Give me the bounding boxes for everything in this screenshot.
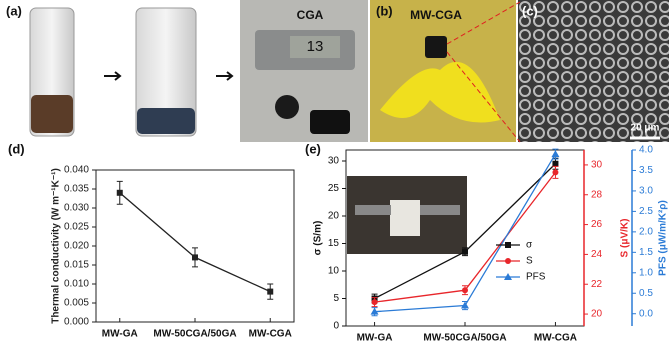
y-tick-label: 22 xyxy=(591,279,603,290)
marker xyxy=(552,160,559,167)
marker xyxy=(267,288,274,295)
y-tick-label: 28 xyxy=(591,189,603,200)
y-tick-label: 0.020 xyxy=(64,241,89,252)
y-tick-label: 1.0 xyxy=(639,267,653,278)
legend-label: S xyxy=(526,256,533,267)
marker xyxy=(551,150,560,158)
y-tick-label: 0.015 xyxy=(64,260,89,271)
y-tick-label: 0.0 xyxy=(639,308,653,319)
marker xyxy=(552,169,559,176)
y-tick-label: 0.030 xyxy=(64,203,89,214)
y-tick-label: 0.040 xyxy=(64,165,89,176)
y-tick-label: 0.025 xyxy=(64,222,89,233)
y-tick-label: 30 xyxy=(591,160,603,171)
legend-label: PFS xyxy=(526,272,546,283)
photo-a: (a) 13 CGA xyxy=(0,0,368,142)
y-tick-label: 0.035 xyxy=(64,184,89,195)
marker xyxy=(462,287,468,294)
series-line xyxy=(119,192,271,293)
axis-label: Thermal conductivity (W m⁻¹K⁻¹) xyxy=(51,168,62,324)
x-tick-label: MW-50CGA/50GA xyxy=(153,329,236,340)
panel-label: (b) xyxy=(376,3,393,18)
plot-frame xyxy=(95,169,295,323)
marker xyxy=(462,248,468,255)
y-tick-label: 30 xyxy=(328,156,340,167)
axis-label: S (μV/K) xyxy=(620,219,631,258)
marker xyxy=(505,258,511,264)
y-tick-label: 20 xyxy=(328,211,340,222)
axis-label: σ (S/m) xyxy=(313,221,324,256)
marker xyxy=(192,254,198,261)
x-tick-label: MW-CGA xyxy=(534,333,577,344)
photo-c: (c) 20 μm xyxy=(518,0,669,142)
inset-photo xyxy=(347,176,467,254)
marker xyxy=(371,299,378,306)
y-tick-label: 3.5 xyxy=(639,165,653,176)
photo-label: MW-CGA xyxy=(410,8,462,22)
panel-label: (d) xyxy=(8,141,25,156)
y-tick-label: 26 xyxy=(591,219,603,230)
y-tick-label: 4.0 xyxy=(639,145,653,156)
y-tick-label: 24 xyxy=(591,249,603,260)
panel-label: (a) xyxy=(6,3,22,18)
y-tick-label: 3.0 xyxy=(639,186,653,197)
axis-label: PFS (μW/m/K²ρ) xyxy=(658,200,669,276)
photo-b: (b) MW-CGA xyxy=(370,0,516,142)
y-tick-label: 15 xyxy=(328,238,340,249)
caliper-display: 13 xyxy=(307,38,324,55)
marker xyxy=(504,273,512,280)
y-tick-label: 25 xyxy=(328,183,340,194)
y-tick-label: 5 xyxy=(333,293,339,304)
y-tick-label: 2.0 xyxy=(639,227,653,238)
marker xyxy=(116,189,123,196)
photo-label: CGA xyxy=(297,8,324,22)
y-tick-label: 0.5 xyxy=(639,288,653,299)
y-tick-label: 2.5 xyxy=(639,206,653,217)
y-tick-label: 0.010 xyxy=(64,279,89,290)
scale-bar: 20 μm xyxy=(631,123,660,134)
y-tick-label: 1.5 xyxy=(639,247,653,258)
legend-label: σ xyxy=(526,240,533,251)
panel-label: (e) xyxy=(305,141,321,156)
y-tick-label: 10 xyxy=(328,266,340,277)
y-tick-label: 0 xyxy=(333,321,339,332)
marker xyxy=(461,301,469,309)
x-tick-label: MW-50CGA/50GA xyxy=(423,333,506,344)
marker xyxy=(370,307,379,315)
x-tick-label: MW-GA xyxy=(357,333,393,344)
y-tick-label: 0.005 xyxy=(64,298,89,309)
y-tick-label: 0.000 xyxy=(64,317,89,328)
panel-label: (c) xyxy=(522,3,538,18)
x-tick-label: MW-CGA xyxy=(249,329,292,340)
marker xyxy=(505,242,511,248)
x-tick-label: MW-GA xyxy=(102,329,138,340)
y-tick-label: 20 xyxy=(591,309,603,320)
